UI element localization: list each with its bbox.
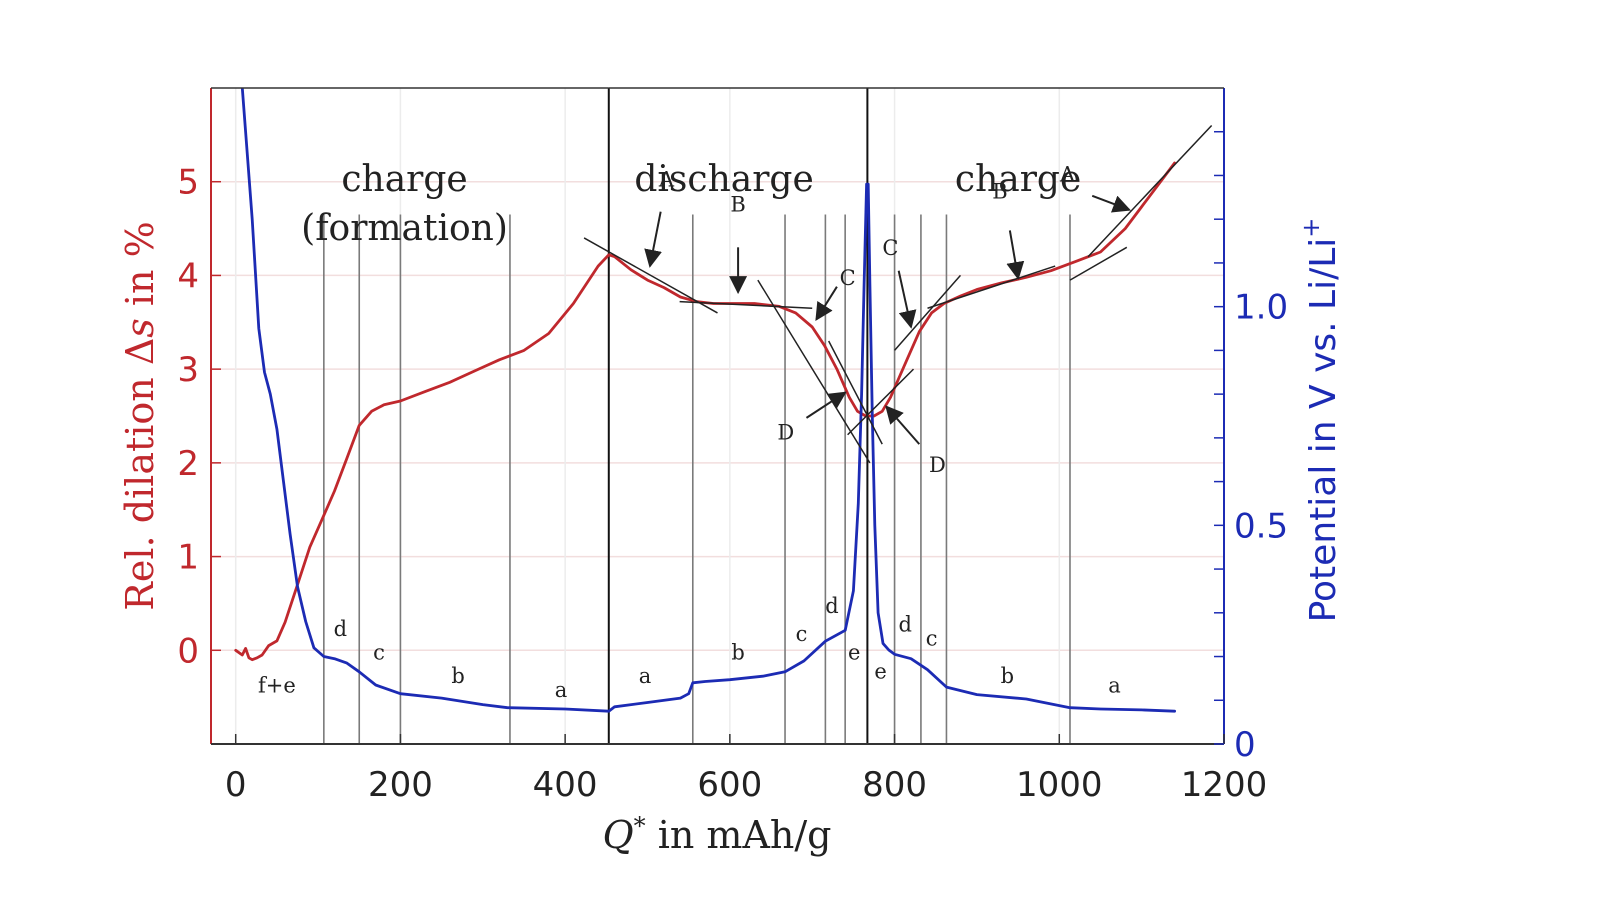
stage-label-12: c — [926, 627, 938, 651]
fit-line-1 — [679, 300, 813, 309]
grid-lines — [211, 88, 1224, 744]
annotations: A B C D C D B A — [644, 163, 1131, 477]
stage-label-13: b — [1001, 664, 1014, 688]
fit-line-0 — [583, 237, 718, 314]
series-layer — [234, 88, 1176, 713]
stage-label-8: d — [825, 594, 838, 618]
dilation-series-line — [234, 161, 1176, 662]
y-axis-right-label: Potential in V vs. Li/Li+ — [1297, 218, 1344, 623]
stage-label-0: f+e — [258, 673, 296, 697]
annotation-B-6: B — [992, 180, 1007, 204]
annotation-arrow-2 — [815, 286, 838, 321]
axes — [210, 87, 1225, 745]
annotation-C-4: C — [882, 236, 898, 260]
region-labels: charge (formation) discharge charge — [301, 159, 1081, 249]
region-label-2: discharge — [634, 159, 813, 200]
stage-label-14: a — [1108, 673, 1121, 697]
fit-line-2 — [757, 279, 871, 464]
y-left-tick-label-4: 4 — [177, 256, 199, 296]
x-tick-label-1: 200 — [368, 765, 433, 805]
stage-label-6: b — [731, 641, 744, 665]
stage-marker-lines — [323, 214, 1071, 744]
stage-label-3: b — [451, 664, 464, 688]
x-axis-label: Q* in mAh/g — [602, 812, 831, 857]
y-left-tick-label-2: 2 — [177, 444, 199, 484]
annotation-C-2: C — [840, 266, 856, 290]
y-right-tick-label-0: 0 — [1234, 725, 1256, 765]
y-left-tick-label-3: 3 — [177, 350, 199, 390]
annotation-D-3: D — [777, 420, 794, 444]
stage-label-11: d — [899, 613, 912, 637]
fit-line-6 — [927, 265, 1056, 309]
annotation-arrow-5 — [885, 405, 921, 445]
fit-line-4 — [847, 368, 915, 436]
stage-label-7: c — [796, 622, 808, 646]
x-tick-label-0: 0 — [225, 765, 247, 805]
annotation-B-1: B — [730, 193, 745, 217]
stage-label-5: a — [639, 664, 652, 688]
region-label-0: charge — [341, 159, 467, 200]
fit-line-7 — [1069, 246, 1128, 281]
stage-label-2: c — [373, 641, 385, 665]
annotation-arrow-7 — [1091, 194, 1131, 213]
annotation-A-0: A — [658, 167, 675, 191]
annotation-arrow-4 — [897, 270, 917, 329]
stage-label-1: d — [334, 617, 347, 641]
fit-line-3 — [828, 340, 883, 445]
y-left-tick-label-5: 5 — [177, 163, 199, 203]
y-left-tick-label-1: 1 — [177, 538, 199, 578]
x-tick-label-4: 800 — [862, 765, 927, 805]
stage-label-9: e — [848, 641, 860, 665]
fit-lines — [583, 124, 1213, 464]
potential-series-line — [240, 88, 1176, 713]
y-right-tick-label-1: 0.5 — [1234, 506, 1288, 546]
annotation-A-7: A — [1059, 163, 1076, 187]
x-tick-label-3: 600 — [697, 765, 762, 805]
annotation-arrow-3 — [805, 391, 847, 419]
stage-label-4: a — [555, 678, 568, 702]
fit-line-8 — [1087, 124, 1213, 258]
stage-label-10: e — [874, 659, 886, 683]
y-left-tick-label-0: 0 — [177, 631, 199, 671]
y-axis-left-label: Rel. dilation Δs in % — [118, 221, 162, 610]
annotation-arrow-0 — [644, 211, 662, 268]
x-tick-label-2: 400 — [533, 765, 598, 805]
region-label-3: charge — [955, 159, 1081, 200]
x-tick-label-5: 1000 — [1016, 765, 1103, 805]
annotation-D-5: D — [929, 453, 946, 477]
y-right-tick-label-2: 1.0 — [1234, 288, 1288, 328]
annotation-arrow-6 — [1006, 230, 1025, 281]
region-label-1: (formation) — [301, 208, 508, 249]
x-tick-label-6: 1200 — [1181, 765, 1268, 805]
fit-line-5 — [894, 274, 962, 351]
